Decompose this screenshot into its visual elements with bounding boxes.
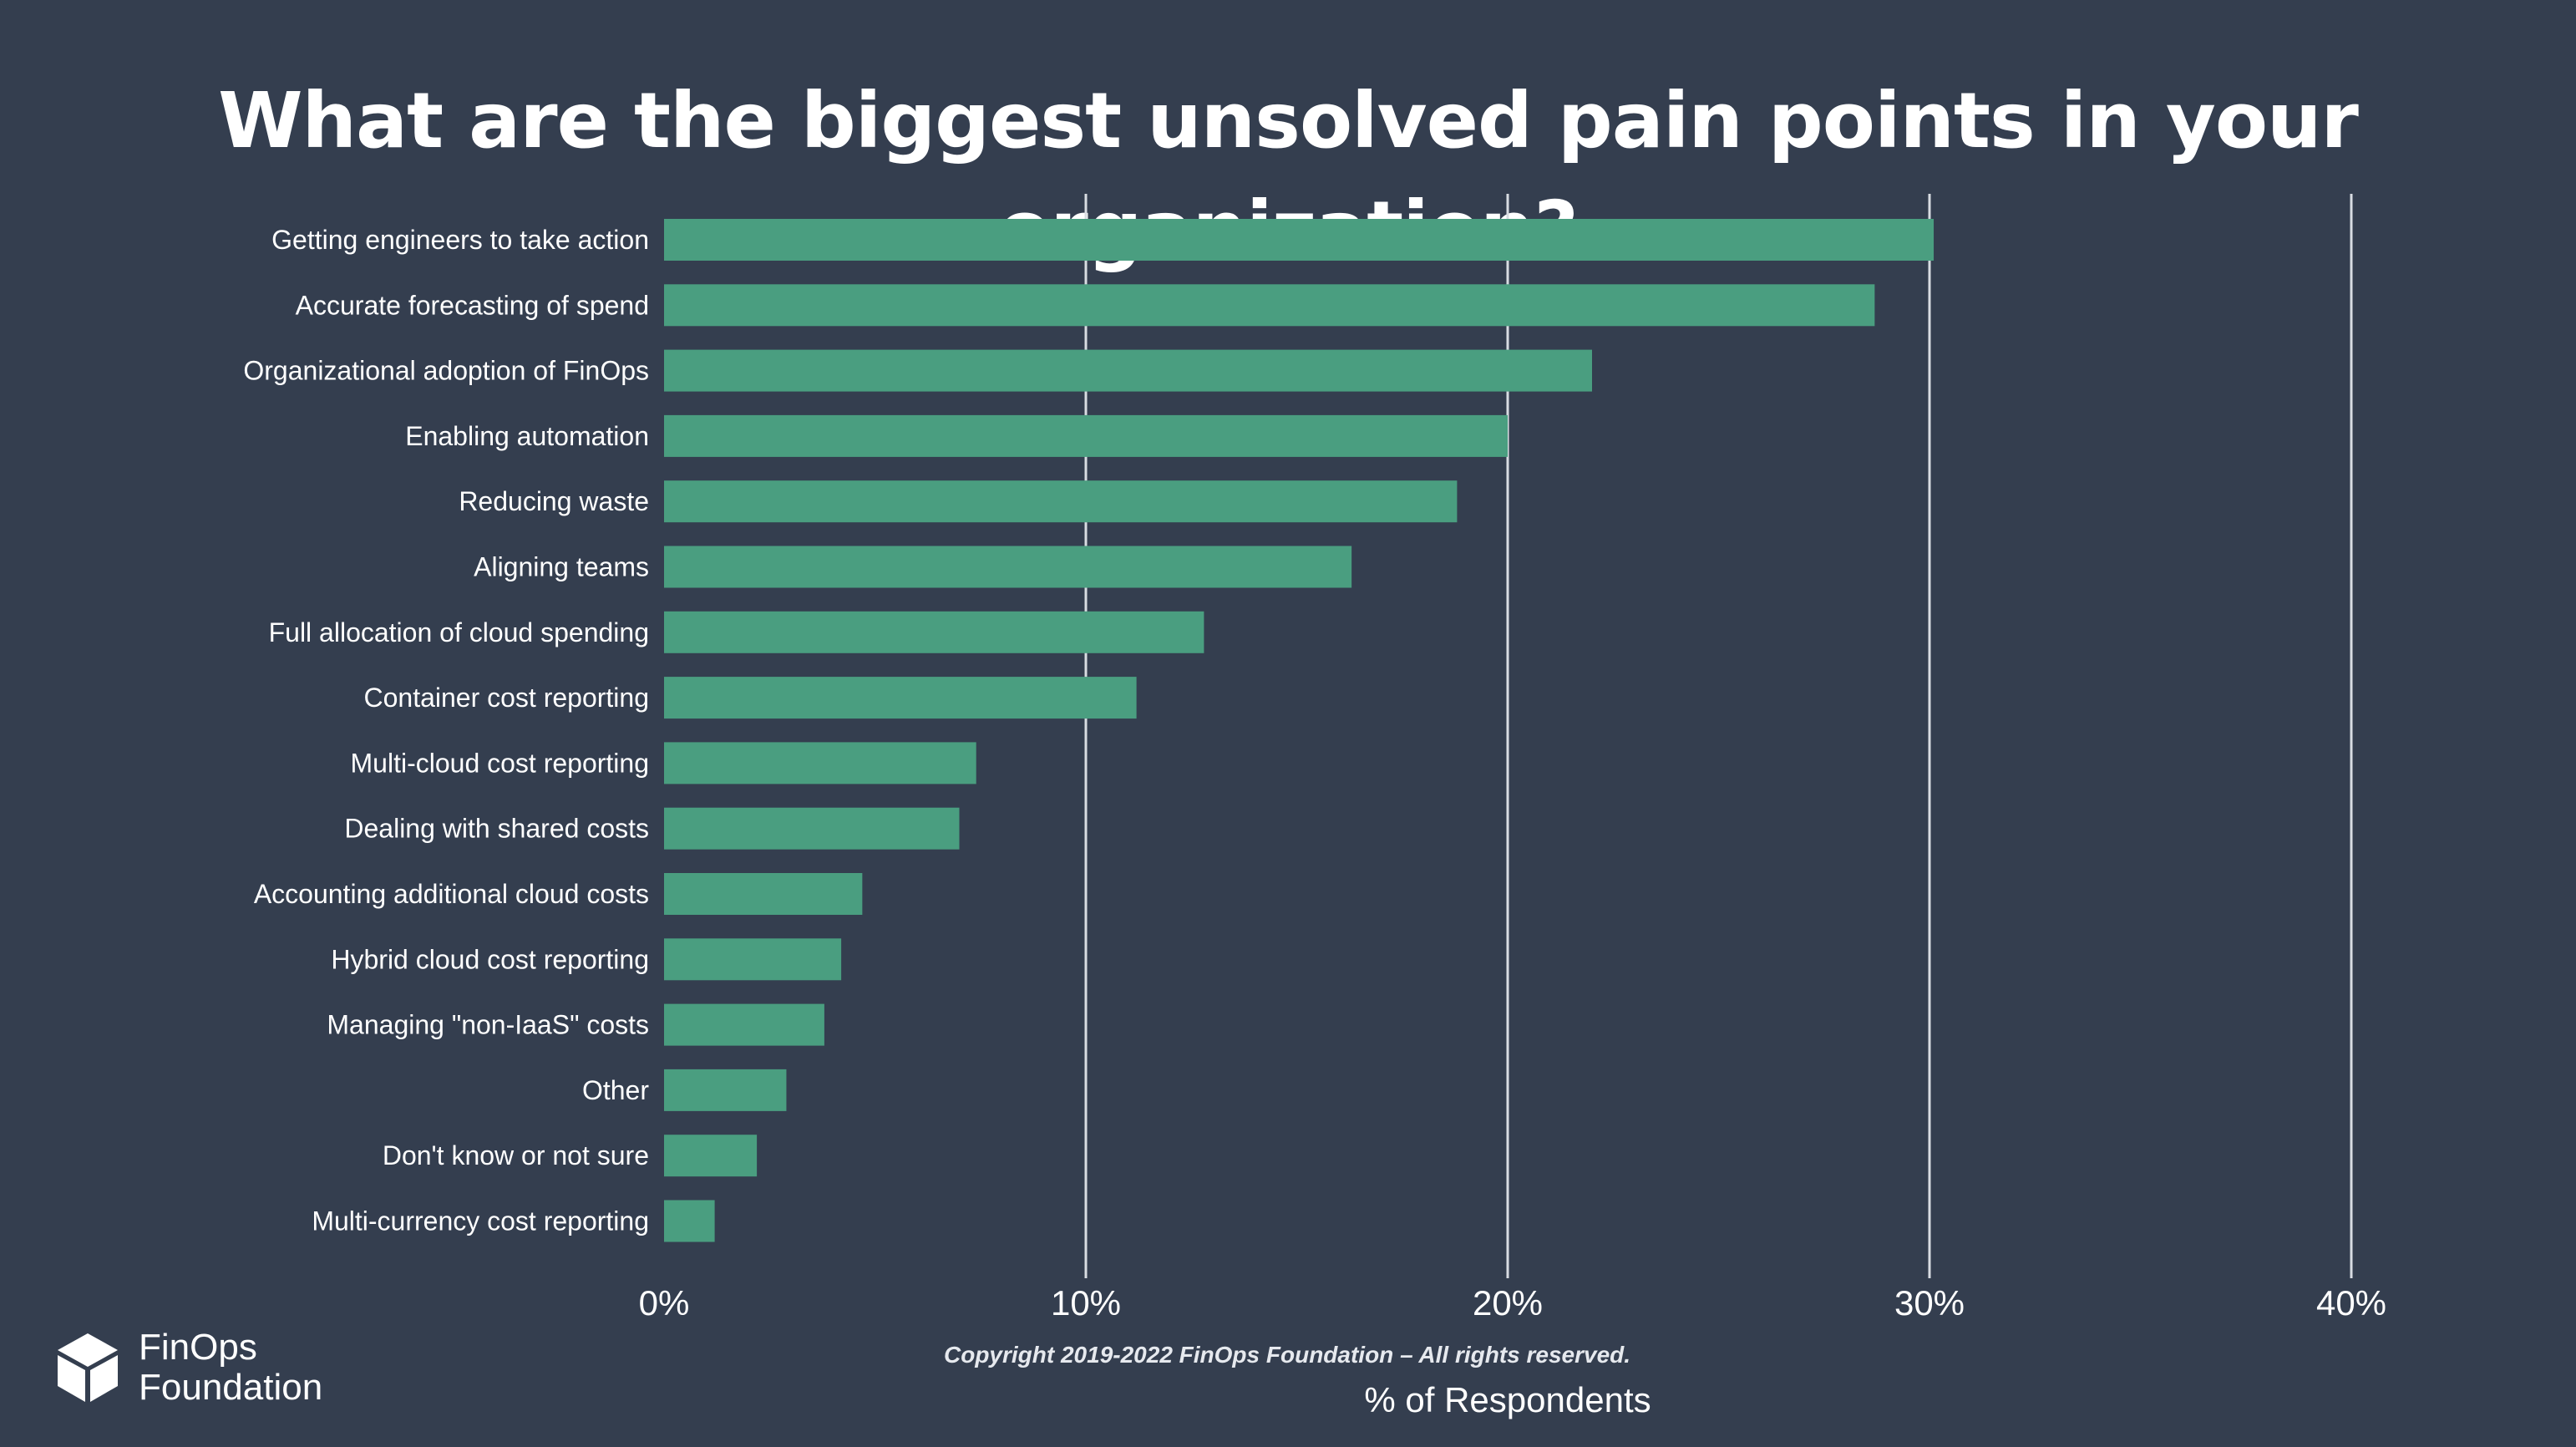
bars — [664, 219, 1935, 1242]
category-label: Organizational adoption of FinOps — [243, 356, 649, 386]
bar — [664, 1135, 758, 1177]
category-label: Accounting additional cloud costs — [254, 879, 649, 909]
bar — [664, 219, 1935, 261]
bar — [664, 807, 960, 850]
x-tick-labels: 0% 10% 20% 30% 40% — [639, 1283, 2386, 1323]
bar — [664, 1200, 715, 1242]
copyright-notice: Copyright 2019-2022 FinOps Foundation – … — [944, 1342, 1631, 1368]
category-label: Hybrid cloud cost reporting — [331, 944, 649, 974]
category-label: Accurate forecasting of spend — [296, 290, 649, 320]
x-tick-label: 40% — [2316, 1283, 2386, 1323]
logo-wordmark: FinOps Foundation — [139, 1328, 322, 1408]
category-label: Other — [582, 1075, 649, 1105]
bar — [664, 480, 1458, 523]
category-label: Container cost reporting — [363, 683, 649, 713]
bar — [664, 677, 1137, 719]
bar — [664, 284, 1875, 327]
bar — [664, 1003, 824, 1046]
x-tick-label: 10% — [1051, 1283, 1121, 1323]
category-label: Managing "non-IaaS" costs — [327, 1010, 649, 1040]
category-label: Multi-cloud cost reporting — [351, 748, 649, 778]
category-label: Getting engineers to take action — [271, 225, 649, 255]
bar — [664, 414, 1508, 457]
x-tick-label: 30% — [1894, 1283, 1965, 1323]
category-label: Don't know or not sure — [383, 1140, 649, 1170]
bar — [664, 349, 1592, 392]
bar — [664, 546, 1352, 588]
x-tick-label: 20% — [1473, 1283, 1543, 1323]
category-label: Dealing with shared costs — [344, 814, 649, 844]
category-labels: Getting engineers to take action Accurate… — [243, 225, 649, 1236]
finops-logo: FinOps Foundation — [55, 1322, 339, 1414]
cube-icon — [58, 1333, 118, 1402]
logo-line-1: FinOps — [139, 1327, 257, 1368]
x-tick-label: 0% — [639, 1283, 690, 1323]
category-label: Full allocation of cloud spending — [269, 617, 649, 647]
logo-line-2: Foundation — [139, 1367, 323, 1408]
bar — [664, 742, 976, 784]
category-label: Aligning teams — [474, 552, 649, 582]
category-label: Multi-currency cost reporting — [312, 1206, 649, 1236]
bar — [664, 938, 842, 981]
x-axis-title: % of Respondents — [1364, 1380, 1651, 1419]
category-label: Reducing waste — [459, 486, 649, 516]
bar — [664, 873, 863, 915]
category-label: Enabling automation — [405, 421, 649, 451]
bar — [664, 611, 1204, 653]
bar — [664, 1069, 787, 1111]
